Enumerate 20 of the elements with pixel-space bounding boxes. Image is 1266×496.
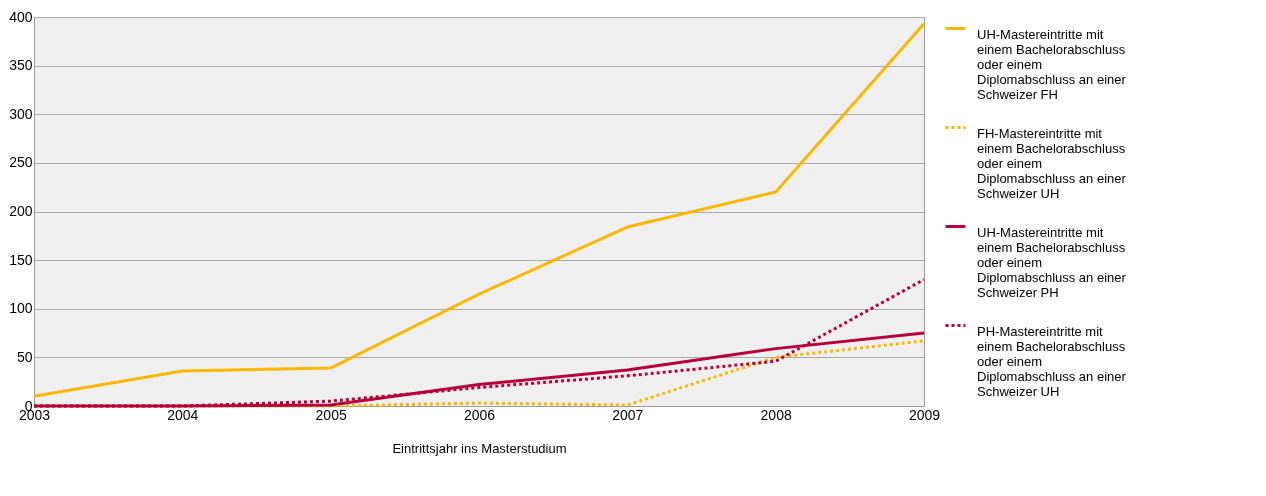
x-tick-label: 2006	[463, 406, 496, 423]
x-tick-label: 2009	[908, 406, 941, 423]
legend-label: PH-Mastereintritte mit einem Bachelorabschluss oder einem Diplomabschluss an einer Schweizer UH	[977, 323, 1127, 399]
y-tick-label: 200	[9, 203, 33, 219]
x-tick-label: 2004	[167, 406, 199, 423]
y-tick-label: 350	[9, 57, 33, 74]
y-tick-label: 50	[16, 348, 33, 365]
line-series	[32, 22, 926, 398]
x-tick-label: 2008	[760, 406, 792, 423]
y-tick-label: 300	[9, 105, 33, 122]
x-tick-label: 2007	[612, 406, 644, 423]
legend-label: UH-Mastereintritte mit einem Bachelorabschluss oder einem Diplomabschluss an einer Schweizer PH	[977, 224, 1127, 300]
x-tick-label: 2005	[315, 406, 347, 423]
y-tick-label: 250	[9, 154, 33, 171]
x-axis-title: Eintrittsjahr ins Masterstudium	[392, 440, 567, 456]
legend-label: FH-Mastereintritte mit einem Bachelorabschluss oder einem Diplomabschluss an einer Schweizer UH	[977, 125, 1127, 201]
y-tick-label: 100	[9, 300, 33, 317]
y-tick-label: 400	[9, 8, 33, 25]
y-tick-label: 150	[9, 251, 33, 268]
legend-label: UH-Mastereintritte mit einem Bachelorabschluss oder einem Diplomabschluss an einer Schweizer FH	[977, 26, 1127, 102]
